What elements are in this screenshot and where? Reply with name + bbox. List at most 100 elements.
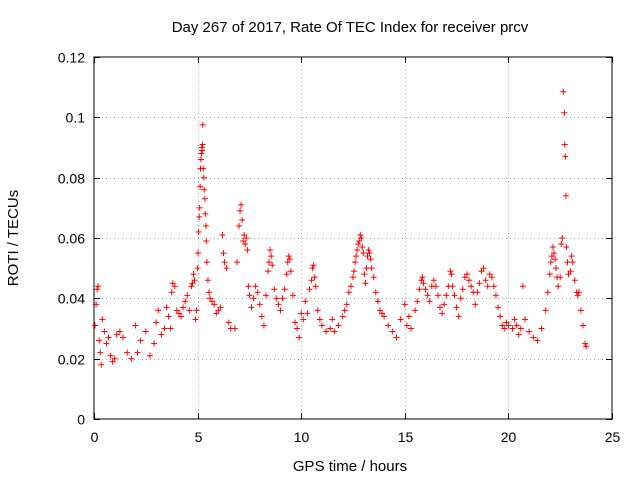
data-point xyxy=(266,259,273,266)
data-point xyxy=(490,283,497,290)
data-point xyxy=(356,238,363,245)
data-point xyxy=(509,325,516,332)
data-point xyxy=(472,301,479,308)
data-point xyxy=(347,283,354,290)
data-point xyxy=(351,268,358,275)
data-point xyxy=(562,153,569,160)
data-point xyxy=(492,292,499,299)
data-point xyxy=(242,241,249,248)
data-point xyxy=(291,319,298,326)
data-point xyxy=(203,238,210,245)
data-point xyxy=(418,277,425,284)
data-point xyxy=(511,316,518,323)
x-axis-label: GPS time / hours xyxy=(293,458,407,475)
y-tick-label: 0.04 xyxy=(58,291,85,307)
data-point xyxy=(559,235,566,241)
x-tick-label: 15 xyxy=(398,429,414,445)
data-point xyxy=(194,265,201,272)
data-point xyxy=(530,334,537,341)
data-point xyxy=(329,316,336,323)
data-point xyxy=(538,325,545,332)
data-point xyxy=(240,238,247,245)
data-point xyxy=(309,265,316,272)
data-point xyxy=(422,286,429,293)
data-point xyxy=(310,262,317,269)
data-point xyxy=(163,304,170,311)
data-point xyxy=(283,271,290,278)
plot-frame xyxy=(93,56,613,420)
data-point xyxy=(211,301,218,308)
data-point xyxy=(250,295,257,302)
data-point xyxy=(153,319,160,326)
data-point xyxy=(564,259,571,266)
data-point xyxy=(432,283,439,290)
data-point xyxy=(193,307,200,314)
data-point xyxy=(124,349,131,356)
data-point xyxy=(195,228,202,235)
x-tick-label: 25 xyxy=(605,429,621,445)
data-point xyxy=(132,322,139,329)
data-point xyxy=(327,325,334,332)
data-point xyxy=(513,322,520,329)
data-point xyxy=(94,286,101,293)
data-point xyxy=(168,289,175,296)
data-point xyxy=(245,283,252,290)
data-point xyxy=(192,316,199,323)
data-point xyxy=(368,265,375,272)
data-point xyxy=(412,307,419,314)
data-point xyxy=(311,274,318,281)
data-point xyxy=(197,183,204,190)
x-tick-label: 10 xyxy=(294,429,310,445)
data-point xyxy=(503,319,510,326)
data-point xyxy=(405,313,412,320)
data-point xyxy=(243,235,250,241)
data-point xyxy=(171,283,178,290)
data-point xyxy=(459,286,466,293)
data-point xyxy=(569,259,576,266)
data-point xyxy=(565,271,572,278)
data-point xyxy=(555,283,562,290)
data-point xyxy=(128,355,135,362)
data-point xyxy=(350,274,356,281)
data-point xyxy=(97,349,104,356)
data-point xyxy=(439,310,446,317)
data-point xyxy=(379,310,386,317)
data-point xyxy=(359,244,366,251)
data-point xyxy=(376,307,383,314)
data-point xyxy=(258,313,265,320)
data-point xyxy=(180,304,187,311)
data-point xyxy=(287,268,294,275)
data-point xyxy=(316,316,323,323)
y-tick-label: 0.1 xyxy=(66,110,86,126)
data-point xyxy=(134,349,141,356)
data-point xyxy=(197,156,204,163)
data-point xyxy=(366,250,373,257)
data-point xyxy=(478,268,485,275)
data-point xyxy=(236,222,243,229)
data-point xyxy=(281,286,288,293)
data-point xyxy=(455,313,462,320)
data-point xyxy=(173,307,180,314)
data-point xyxy=(547,259,554,266)
data-point xyxy=(574,292,581,299)
data-point xyxy=(165,313,172,320)
data-point xyxy=(463,271,470,278)
data-point xyxy=(453,304,460,311)
data-point xyxy=(103,340,110,347)
data-point xyxy=(579,322,586,329)
data-point xyxy=(550,250,557,257)
data-point xyxy=(233,259,240,266)
data-point xyxy=(339,313,346,320)
data-point xyxy=(451,292,458,299)
data-point xyxy=(419,274,426,281)
data-point xyxy=(430,277,437,284)
data-point xyxy=(198,150,205,157)
data-point xyxy=(279,295,286,302)
data-point xyxy=(302,298,309,305)
data-point xyxy=(372,289,379,296)
data-point xyxy=(343,301,350,308)
data-point xyxy=(237,207,244,214)
data-point xyxy=(549,244,556,251)
data-point xyxy=(553,265,560,272)
data-point xyxy=(225,319,232,326)
